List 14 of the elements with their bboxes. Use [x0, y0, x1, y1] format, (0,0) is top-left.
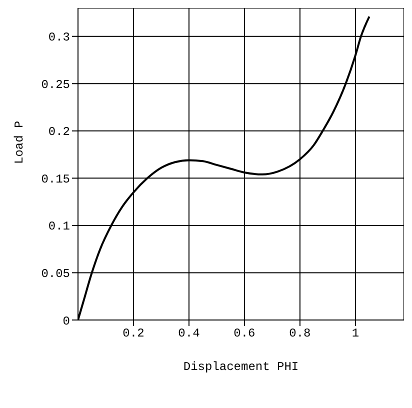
x-tick-label: 0.2 [122, 326, 144, 341]
y-tick-label: 0.1 [48, 220, 70, 234]
x-tick-label: 0.8 [289, 326, 311, 341]
y-tick-label: 0.05 [41, 266, 70, 281]
y-tick-label: 0.25 [41, 78, 70, 92]
x-tick-label: 0.4 [178, 326, 200, 341]
y-tick-label: 0 [62, 314, 70, 328]
x-axis-title: Displacement PHI [183, 360, 299, 374]
x-tick-label: 1 [352, 326, 360, 341]
x-tick-label: 0.6 [234, 326, 256, 341]
y-axis-title: Load P [12, 120, 26, 164]
y-tick-label: 0.15 [41, 172, 70, 186]
y-tick-label: 0.3 [48, 30, 70, 45]
y-tick-label: 0.2 [48, 125, 70, 140]
